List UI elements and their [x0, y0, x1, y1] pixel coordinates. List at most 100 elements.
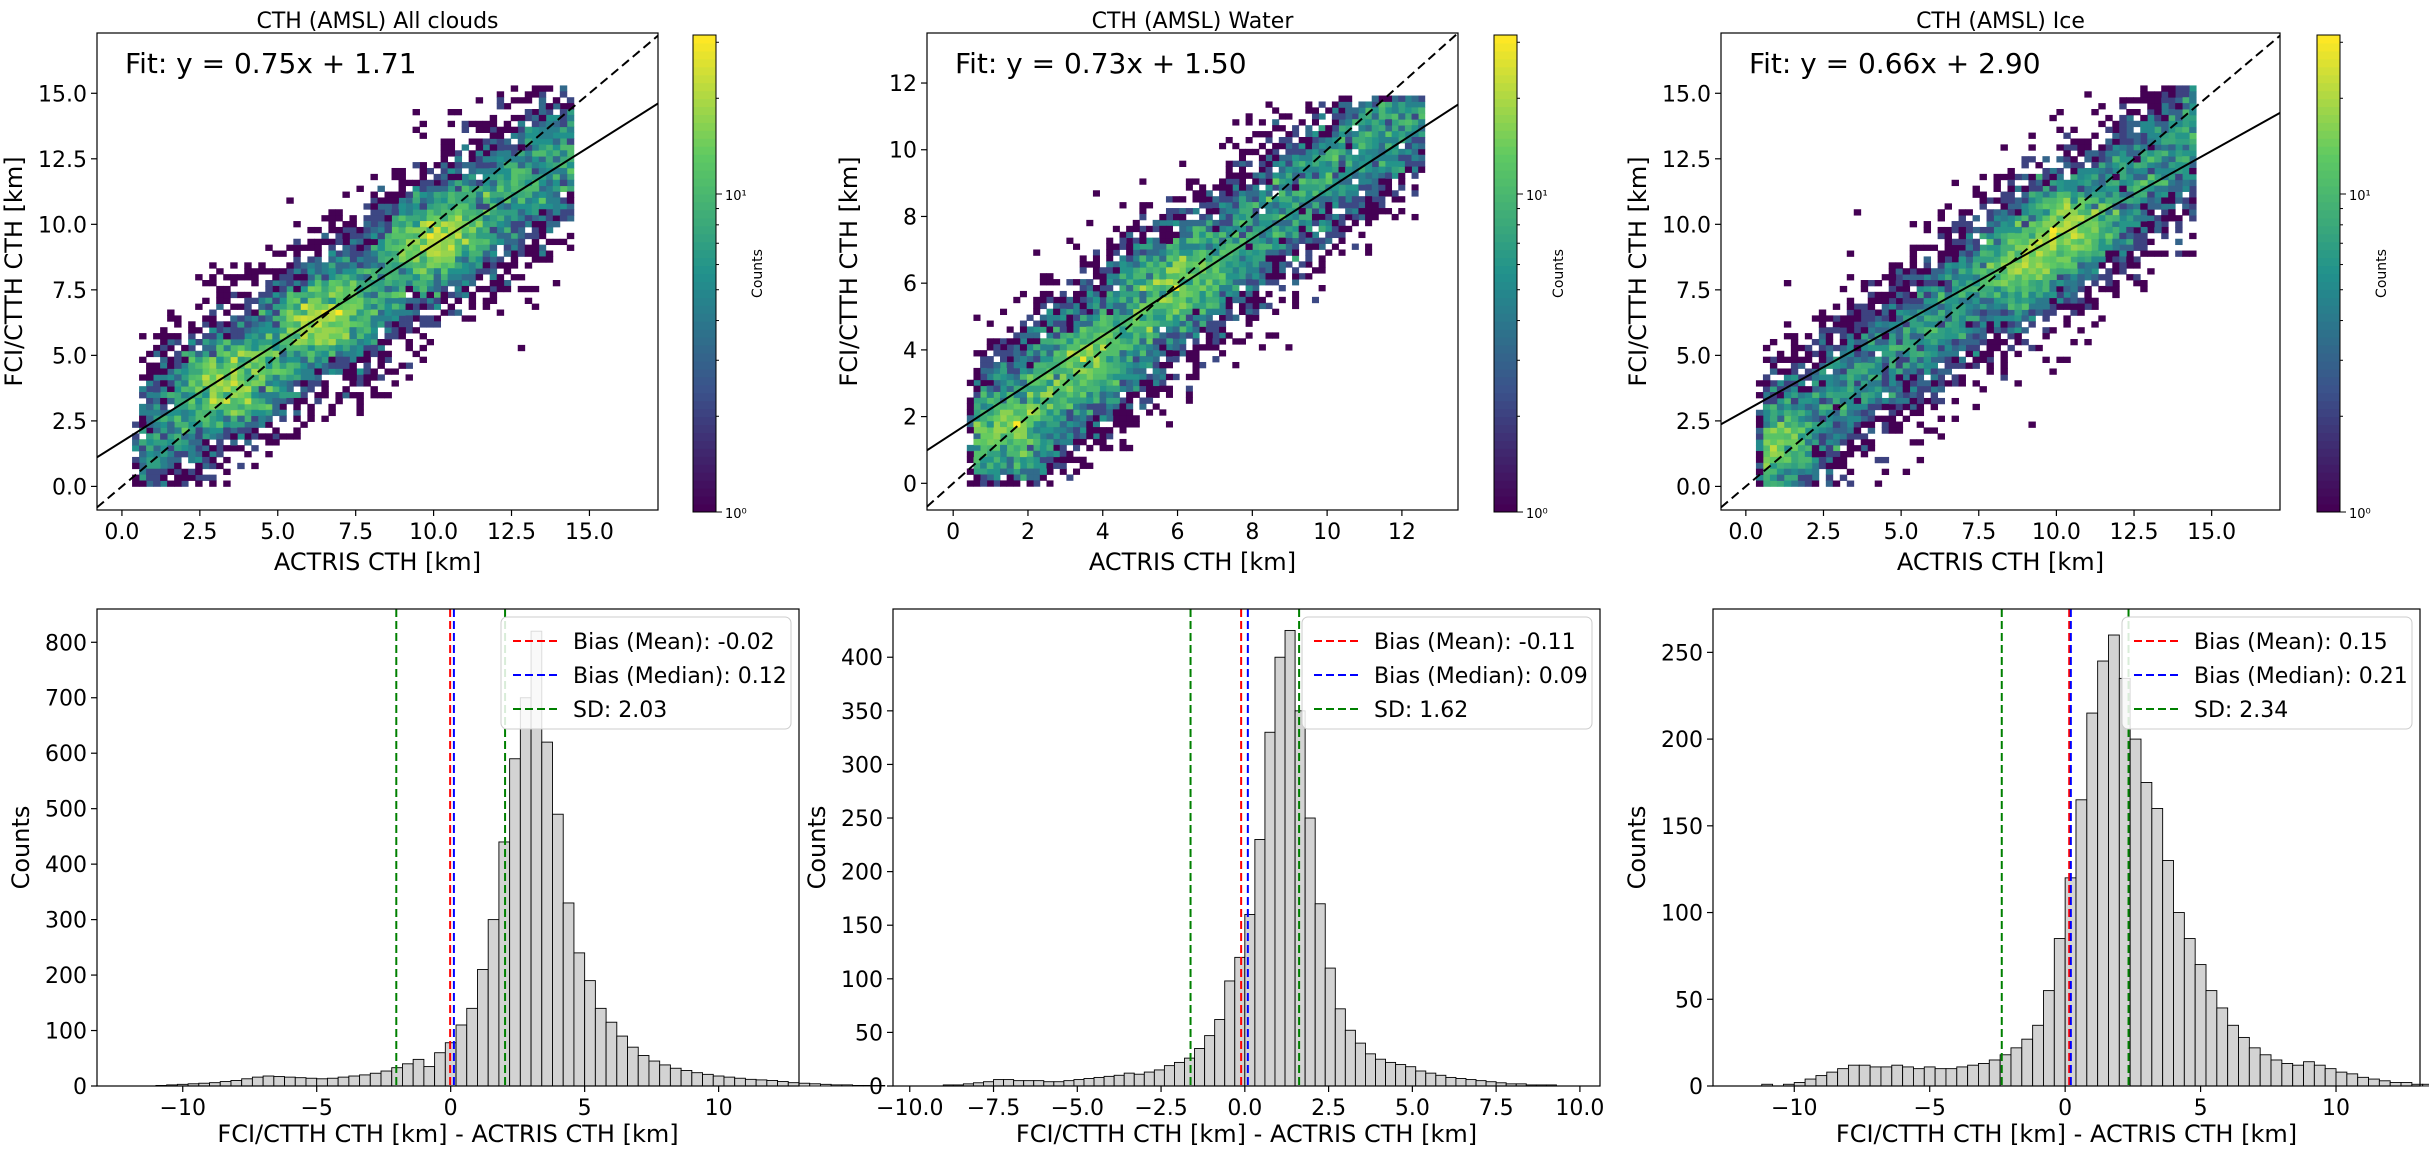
density-cell — [1086, 338, 1094, 345]
density-cell — [1126, 243, 1134, 250]
density-cell — [2182, 197, 2190, 204]
density-cell — [482, 162, 491, 169]
density-cell — [1126, 261, 1134, 268]
density-cell — [1112, 415, 1120, 422]
density-cell — [447, 197, 456, 204]
density-cell — [1066, 320, 1074, 327]
density-cell — [482, 262, 491, 269]
density-cell — [2028, 185, 2036, 192]
density-cell — [272, 327, 280, 334]
density-cell — [1345, 113, 1353, 120]
density-cell — [230, 356, 238, 363]
density-cell — [1192, 314, 1200, 321]
density-cell — [1888, 327, 1897, 334]
density-cell — [1986, 274, 1994, 281]
density-cell — [1311, 178, 1320, 185]
density-cell — [1159, 285, 1167, 292]
density-cell — [538, 256, 547, 263]
density-cell — [2119, 244, 2127, 251]
density-cell — [1371, 166, 1379, 173]
density-cell — [1053, 338, 1061, 345]
density-cell — [1119, 243, 1127, 250]
density-cell — [1285, 154, 1293, 162]
density-cell — [1797, 403, 1806, 411]
density-cell — [1338, 166, 1346, 173]
density-cell — [181, 468, 189, 476]
density-cell — [2140, 238, 2148, 246]
density-cell — [1881, 303, 1890, 310]
density-cell — [1411, 113, 1419, 120]
density-cell — [559, 185, 568, 192]
density-cell — [510, 126, 519, 133]
density-cell — [538, 97, 547, 104]
density-cell — [2084, 173, 2092, 181]
density-cell — [1159, 267, 1167, 274]
density-cell — [1066, 391, 1074, 398]
density-cell — [1258, 302, 1266, 310]
density-cell — [1311, 208, 1320, 215]
density-cell — [538, 120, 547, 128]
density-cell — [1825, 374, 1834, 381]
colorbar-segment — [1494, 400, 1517, 410]
density-cell — [2182, 91, 2190, 98]
density-cell — [1944, 262, 1952, 269]
density-cell — [1013, 379, 1021, 387]
density-cell — [1205, 255, 1213, 262]
density-cell — [545, 209, 554, 216]
density-cell — [1053, 279, 1061, 286]
density-cell — [1769, 468, 1778, 476]
density-cell — [1238, 296, 1246, 304]
density-cell — [1019, 338, 1027, 345]
density-cell — [2119, 203, 2127, 210]
density-cell — [2070, 162, 2078, 169]
density-cell — [384, 250, 392, 257]
density-cell — [2021, 327, 2029, 334]
density-cell — [1019, 468, 1027, 475]
density-cell — [370, 226, 378, 234]
density-cell — [426, 209, 434, 216]
density-cell — [482, 126, 491, 133]
density-cell — [2105, 232, 2113, 240]
density-cell — [1951, 285, 1959, 293]
colorbar-segment — [1494, 384, 1517, 394]
density-cell — [314, 333, 322, 340]
density-cell — [2133, 209, 2141, 216]
density-cell — [1951, 221, 1959, 228]
density-cell — [1205, 326, 1213, 333]
density-cell — [1351, 190, 1359, 197]
density-cell — [188, 433, 196, 440]
density-cell — [230, 350, 238, 358]
density-cell — [370, 344, 378, 352]
density-cell — [454, 297, 463, 305]
density-cell — [2119, 173, 2127, 181]
density-cell — [2105, 238, 2113, 246]
density-cell — [363, 203, 371, 210]
density-cell — [265, 291, 273, 299]
y-axis-label: FCI/CTTH CTH [km] — [0, 156, 28, 386]
density-cell — [1046, 326, 1054, 333]
density-cell — [1039, 468, 1047, 475]
density-cell — [2189, 150, 2197, 157]
density-cell — [1159, 332, 1167, 339]
density-cell — [1874, 321, 1883, 328]
density-cell — [1013, 344, 1021, 351]
density-cell — [1258, 261, 1266, 268]
density-cell — [1039, 326, 1047, 333]
density-cell — [1026, 391, 1034, 398]
density-cell — [2035, 185, 2043, 192]
density-cell — [1825, 350, 1834, 358]
colorbar-segment — [1494, 432, 1517, 441]
density-cell — [1146, 344, 1154, 351]
density-cell — [314, 262, 322, 269]
density-cell — [1378, 119, 1386, 126]
density-cell — [286, 309, 294, 316]
density-cell — [251, 415, 259, 422]
density-cell — [342, 374, 350, 381]
density-cell — [342, 338, 350, 346]
density-cell — [300, 333, 308, 340]
density-cell — [1937, 333, 1945, 340]
density-cell — [286, 350, 294, 358]
density-cell — [328, 368, 336, 375]
density-cell — [461, 238, 470, 246]
density-cell — [1930, 303, 1939, 310]
